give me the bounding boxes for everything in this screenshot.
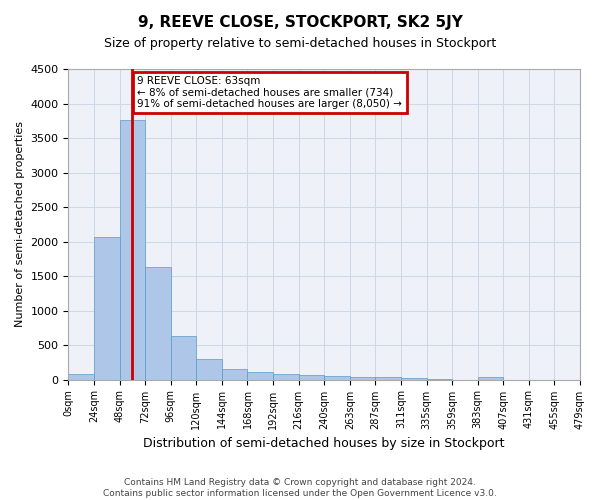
X-axis label: Distribution of semi-detached houses by size in Stockport: Distribution of semi-detached houses by … <box>143 437 505 450</box>
Bar <box>299 374 324 380</box>
Bar <box>324 376 350 380</box>
Text: 9, REEVE CLOSE, STOCKPORT, SK2 5JY: 9, REEVE CLOSE, STOCKPORT, SK2 5JY <box>137 15 463 30</box>
Bar <box>119 120 145 380</box>
Text: Contains HM Land Registry data © Crown copyright and database right 2024.
Contai: Contains HM Land Registry data © Crown c… <box>103 478 497 498</box>
Bar <box>222 369 247 380</box>
Bar <box>171 336 196 380</box>
Bar <box>478 377 503 380</box>
Y-axis label: Number of semi-detached properties: Number of semi-detached properties <box>15 122 25 328</box>
Bar <box>401 378 427 380</box>
Bar <box>94 238 119 380</box>
Bar <box>247 372 273 380</box>
Bar <box>196 358 222 380</box>
Text: 9 REEVE CLOSE: 63sqm
← 8% of semi-detached houses are smaller (734)
91% of semi-: 9 REEVE CLOSE: 63sqm ← 8% of semi-detach… <box>137 76 403 109</box>
Bar <box>145 267 171 380</box>
Text: Size of property relative to semi-detached houses in Stockport: Size of property relative to semi-detach… <box>104 38 496 51</box>
Bar <box>376 378 401 380</box>
Bar <box>350 377 376 380</box>
Bar <box>68 374 94 380</box>
Bar <box>273 374 299 380</box>
